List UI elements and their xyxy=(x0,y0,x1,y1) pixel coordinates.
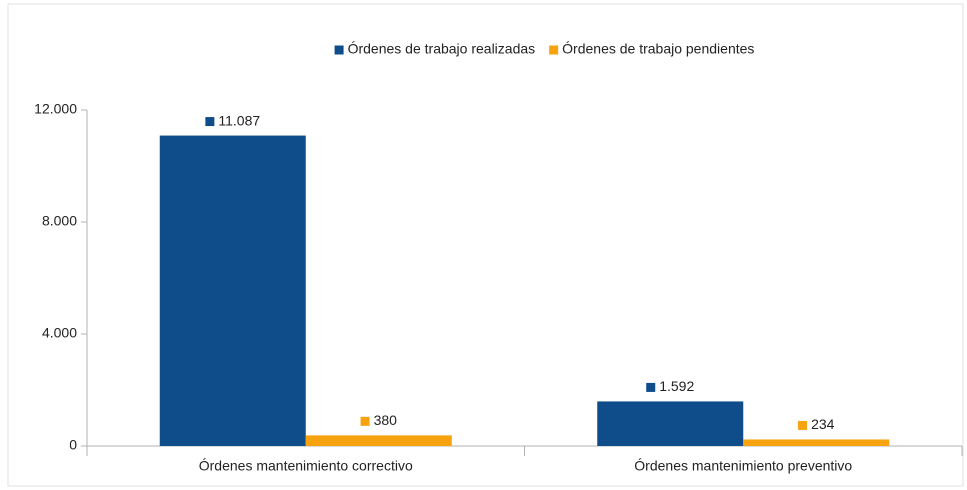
y-tick-label: 12.000 xyxy=(34,101,77,117)
data-label: 234 xyxy=(811,416,835,432)
data-label-marker xyxy=(360,416,370,426)
data-label-marker xyxy=(205,117,215,127)
legend-swatch xyxy=(334,45,344,55)
chart-frame xyxy=(7,3,964,487)
legend: Órdenes de trabajo realizadas Órdenes de … xyxy=(334,41,754,57)
data-label: 1.592 xyxy=(659,378,694,394)
bar xyxy=(159,135,306,446)
x-tick-label: Órdenes mantenimiento correctivo xyxy=(199,458,413,474)
bar xyxy=(743,439,890,446)
data-label-marker xyxy=(646,382,656,392)
bar xyxy=(305,435,452,446)
data-label: 11.087 xyxy=(218,112,260,128)
y-tick-label: 8.000 xyxy=(42,213,77,229)
legend-label: Órdenes de trabajo realizadas xyxy=(348,41,536,57)
data-label-marker xyxy=(798,420,808,430)
x-tick-label: Órdenes mantenimiento preventivo xyxy=(634,458,852,474)
bar xyxy=(597,401,744,446)
y-tick-label: 4.000 xyxy=(42,325,77,341)
legend-label: Órdenes de trabajo pendientes xyxy=(562,41,754,57)
data-label: 380 xyxy=(374,412,398,428)
y-tick-label: 0 xyxy=(69,437,77,453)
legend-swatch xyxy=(549,45,559,55)
